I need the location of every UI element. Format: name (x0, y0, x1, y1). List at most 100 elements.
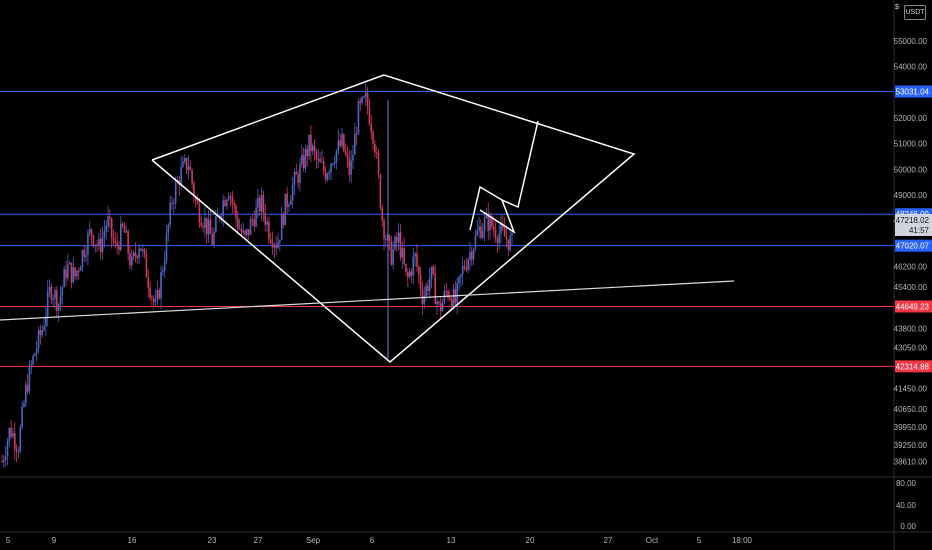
candle-body (432, 266, 435, 274)
candle-body (357, 101, 360, 135)
candle-body (77, 270, 80, 272)
candle-body (101, 236, 104, 253)
candle-body (288, 204, 290, 207)
candle-body (3, 459, 5, 462)
support-trendline[interactable] (0, 280, 735, 321)
candle-body (39, 330, 42, 335)
time-tick-label: 27 (604, 536, 613, 545)
candle-body (121, 223, 124, 227)
candle-body (264, 212, 267, 225)
candle-body (492, 226, 495, 230)
candle-body (65, 269, 67, 279)
candle-body (434, 273, 437, 305)
candle-body (361, 96, 363, 103)
candle-body (99, 238, 102, 253)
currency-badge[interactable]: USDT (904, 5, 926, 20)
candle-body (375, 152, 378, 154)
horizontal-levels[interactable] (0, 91, 894, 367)
candle-body (233, 203, 235, 206)
candle-body (472, 249, 475, 260)
drawings[interactable] (0, 74, 735, 363)
candle-body (258, 197, 261, 212)
candle-body (118, 245, 120, 250)
candle-body (79, 267, 82, 271)
diamond-pattern[interactable] (151, 74, 636, 363)
candle-body (388, 235, 391, 241)
candle-body (67, 264, 69, 279)
candle-body (505, 236, 508, 240)
candle-body (34, 353, 36, 356)
candle-body (189, 166, 192, 171)
candle-body (403, 248, 405, 264)
level-tag (895, 300, 932, 313)
candle-body (127, 231, 129, 254)
candle-body (30, 364, 33, 366)
candle-body (28, 365, 31, 392)
candle-body (423, 295, 426, 305)
candle-body (407, 272, 409, 277)
candle-body (229, 196, 232, 198)
candle-body (163, 261, 166, 271)
candle-body (13, 433, 16, 450)
candle-body (461, 266, 464, 275)
candle-body (37, 330, 40, 349)
candle-body (408, 271, 411, 277)
candle-body (61, 287, 64, 296)
candle-body (12, 433, 14, 437)
candle-body (76, 270, 78, 277)
candle-body (363, 96, 365, 98)
candle-body (138, 248, 140, 259)
candle-body (235, 205, 237, 219)
candle-body (297, 174, 299, 183)
candle-body (200, 222, 203, 227)
candle-body (494, 229, 497, 239)
candle-body (374, 143, 376, 153)
candle-body (509, 235, 511, 250)
candle-body (109, 216, 111, 219)
price-tick-label: 54000.00 (894, 63, 928, 72)
candle-body (220, 215, 223, 218)
candle-body (147, 277, 150, 288)
candle-body (260, 195, 263, 212)
candle-body (392, 248, 394, 265)
candle-body (1, 461, 3, 463)
candle-body (397, 232, 400, 243)
candle-body (266, 221, 268, 225)
candle-body (32, 355, 34, 365)
candle-body (321, 161, 323, 163)
candle-body (253, 219, 256, 227)
candle-body (70, 262, 73, 283)
scale-toggle[interactable]: $ (895, 4, 899, 11)
candle-body (24, 384, 27, 404)
candle-body (279, 239, 281, 243)
candle-body (445, 290, 447, 292)
candle-body (416, 253, 418, 267)
candle-body (300, 155, 303, 165)
oscillator-tick-label: 0.00 (900, 522, 916, 531)
candle-body (343, 134, 345, 151)
candle-body (273, 244, 276, 248)
candle-body (19, 427, 22, 452)
candle-body (284, 193, 287, 225)
price-tick-label: 39250.00 (894, 441, 928, 450)
time-tick-label: 16 (128, 536, 137, 545)
candle-body (368, 106, 371, 125)
projection-path[interactable] (501, 120, 539, 209)
price-axis[interactable]: 55000.00 54000.00 52000.00 51000.00 50000.00… (894, 37, 928, 466)
candle-body (193, 183, 195, 197)
candle-body (50, 286, 53, 300)
candle-body (110, 218, 113, 238)
price-tick-label: 45400.00 (894, 283, 928, 292)
candle-body (308, 134, 310, 157)
candle-body (72, 267, 75, 283)
candle-body (483, 218, 486, 231)
last-price-value: 47218.02 (896, 216, 930, 225)
time-axis[interactable]: 5 9 16 23 27 Sep 6 13 20 27 Oct 5 18:00 (6, 536, 753, 545)
candle-body (132, 252, 135, 257)
candle-body (96, 244, 98, 246)
candle-body (275, 244, 277, 248)
candle-body (187, 166, 190, 170)
candle-body (21, 406, 23, 428)
